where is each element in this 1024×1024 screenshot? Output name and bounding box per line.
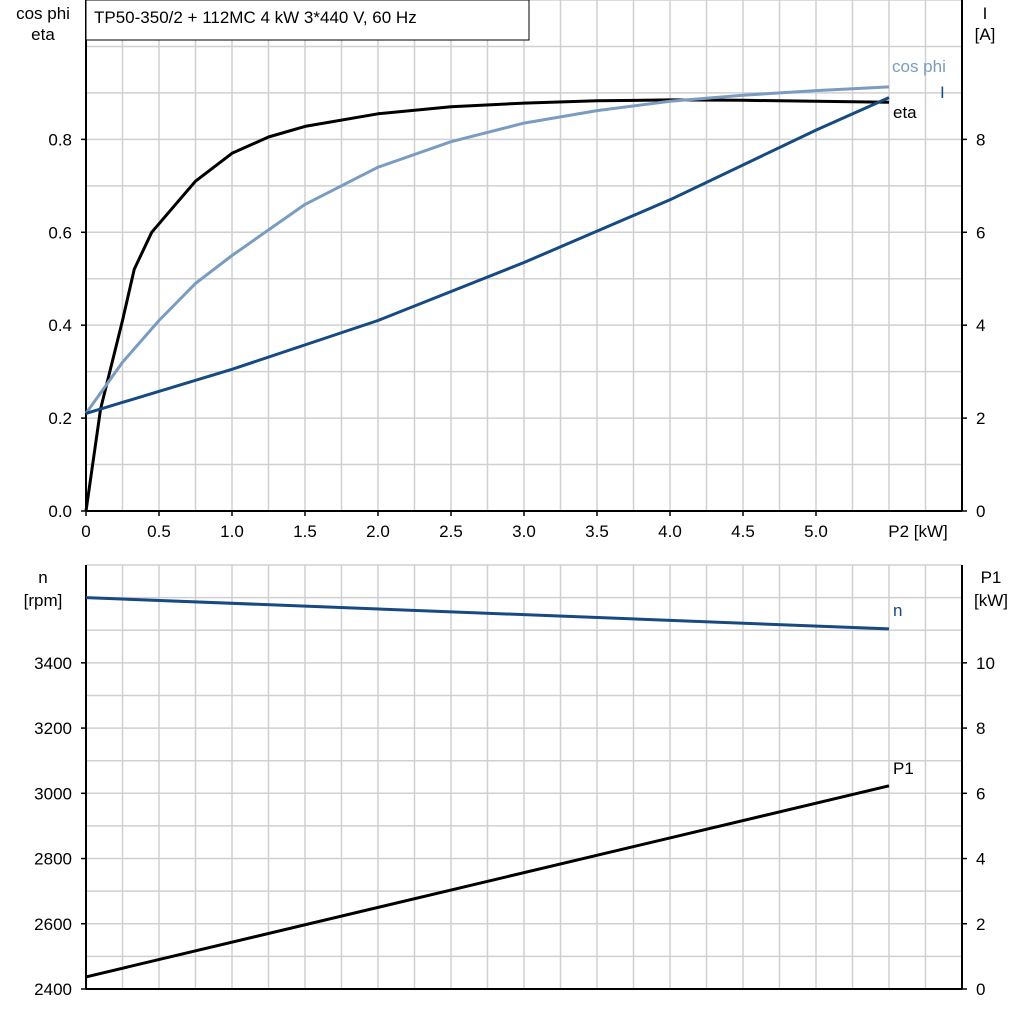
series-line-n [85,596,890,631]
chart-title: TP50-350/2 + 112MC 4 kW 3*440 V, 60 Hz [94,8,417,27]
title-box [85,0,530,41]
y-tick-label: 3200 [34,719,72,738]
y-right-tick-label: 0 [976,980,985,999]
y-right-tick-label: 6 [976,784,985,803]
ylabel-right-I: I [983,4,988,23]
series-line-i [85,96,890,415]
x-tick-label: 1.0 [220,522,244,541]
x-tick-label: 5.0 [804,522,828,541]
y-right-tick-label: 2 [976,409,985,428]
x-tick-label: 0 [81,522,90,541]
x-tick-label: 4.0 [658,522,682,541]
y-tick-label: 3400 [34,654,72,673]
y-right-tick-label: 8 [976,130,985,149]
x-tick-label: 4.5 [731,522,755,541]
x-tick-label: 1.5 [293,522,317,541]
ylabel-p1: P1 [981,568,1002,587]
ylabel-n: n [38,568,47,587]
y-right-tick-label: 2 [976,915,985,934]
x-tick-label: 2.0 [366,522,390,541]
y-tick-label: 2400 [34,980,72,999]
series-label-eta: eta [893,103,917,122]
ylabel-rpm: [rpm] [24,591,63,610]
y-right-tick-label: 10 [976,654,995,673]
x-tick-label: 0.5 [147,522,171,541]
tick-labels: 0.0 0.2 0.4 0.6 0.8 0 2 4 6 8 0 0.5 1.0 1.5 2.0 2.5 3.0 3… [34,130,995,999]
y-tick-label: 0.2 [48,409,72,428]
y-right-tick-label: 4 [976,850,985,869]
ylabel-eta: eta [31,25,55,44]
y-tick-label: 2600 [34,915,72,934]
bottom-series [85,596,890,979]
ylabel-kw: [kW] [974,591,1008,610]
x-tick-label: 3.0 [512,522,536,541]
y-right-tick-label: 8 [976,719,985,738]
y-tick-label: 0.6 [48,223,72,242]
ylabel-cosphi: cos phi [16,4,70,23]
x-tick-label: 3.5 [585,522,609,541]
series-line-cos-phi [84,85,890,415]
top-grid [85,0,963,512]
series-line-p1 [85,784,890,979]
top-series [84,85,890,512]
series-label-cosphi: cos phi [892,57,946,76]
y-right-tick-label: 0 [976,502,985,521]
series-label-p1: P1 [893,759,914,778]
y-right-tick-label: 6 [976,223,985,242]
x-tick-label: 2.5 [439,522,463,541]
series-label-I: I [940,83,945,102]
y-tick-label: 2800 [34,850,72,869]
y-tick-label: 0.4 [48,316,72,335]
y-right-tick-label: 4 [976,316,985,335]
ylabel-right-unit: [A] [975,25,996,44]
xlabel: P2 [kW] [888,522,948,541]
bottom-grid [85,564,963,990]
series-label-n: n [893,601,902,620]
y-tick-label: 0.0 [48,502,72,521]
y-tick-label: 0.8 [48,130,72,149]
y-tick-label: 3000 [34,784,72,803]
